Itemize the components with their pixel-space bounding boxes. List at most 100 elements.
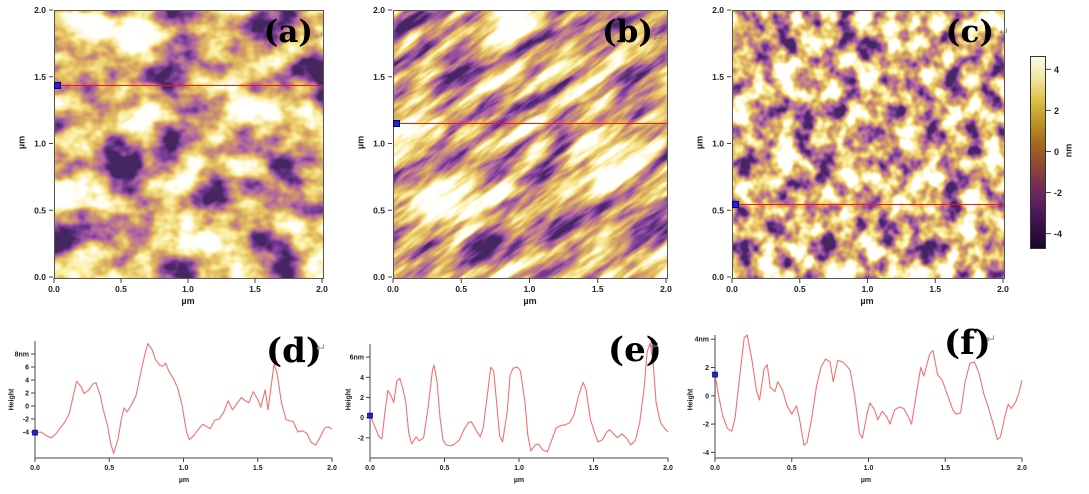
colorbar-tick-label: -4 [1054,229,1062,239]
chart-x-tick-label: 0.5 [440,465,450,472]
chart-x-tick-label: 0.5 [787,465,797,472]
panel-label-a: (a) [263,14,313,50]
curve-start-marker-e [367,412,373,419]
chart-x-tick-label: 2.0 [327,465,337,472]
chart-y-tick-label: 6nm [350,355,364,362]
chart-y-tick-label: 2 [705,365,709,372]
profile-scan-line-a[interactable] [54,82,323,90]
chart-y-tick-label: 0 [705,393,709,400]
paragraph-mark-d: ↵ [316,341,327,355]
panel-label-b: (b) [601,14,653,50]
panel-label-c: (c) [945,14,994,50]
y-axis-tick-label: 0.5 [373,205,385,215]
y-axis-tick-label: 2.0 [373,5,385,15]
chart-x-tick-label: 0.0 [710,465,720,472]
chart-x-tick-label: 1.0 [514,465,524,472]
height-colorbar [1030,56,1046,249]
y-axis-tick-label: 0.0 [712,272,724,282]
x-axis-tick-label: 0.5 [455,284,467,294]
profile-curve-e [369,342,669,453]
colorbar-tick-label: 4 [1054,65,1059,75]
x-axis-tick-label: 1.5 [249,284,261,294]
chart-x-tick-label: 0.5 [104,465,114,472]
profile-curve-d [34,343,333,454]
chart-y-tick-label: 4nm [695,337,709,344]
chart-x-tick-label: 1.5 [589,465,599,472]
profile-scan-line-b[interactable] [393,119,667,127]
x-axis-tick-label: 2.0 [660,284,672,294]
chart-x-axis-label-e: µm [513,477,525,484]
height-profile-chart-d: 8nm 6 4 2 0 -2 -4 0.0 0.5 1.0 1.5 2.0 [15,341,337,472]
y-axis-tick-label: 2.0 [34,5,46,15]
afm-image-c: (c) [732,10,1005,279]
chart-x-axis-label-f: µm [860,477,872,484]
chart-x-tick-label: 2.0 [663,465,673,472]
chart-y-tick-label: 2 [25,391,29,398]
chart-label-f: (f) [944,323,991,363]
y-axis-tick-label: 1.0 [373,139,385,149]
chart-x-tick-label: 1.5 [940,465,950,472]
scan-line-marker-c[interactable] [732,201,739,209]
colorbar-tick-label: 2 [1054,106,1059,116]
colorbar-tick-label: -2 [1054,188,1062,198]
x-axis-tick-label: 1.0 [182,284,194,294]
paragraph-mark-f: ↵ [986,332,997,346]
curve-start-marker-f [712,371,718,378]
x-axis-label-a: µm [181,296,195,306]
chart-x-axis-label-d: µm [178,477,190,484]
profile-scan-line-c[interactable] [732,201,1004,209]
chart-x-tick-label: 2.0 [1017,465,1027,472]
x-axis-label-c: µm [860,296,874,306]
x-axis-tick-label: 1.5 [929,284,941,294]
chart-y-tick-label: 4 [360,375,364,382]
y-axis-tick-label: 0.5 [34,205,46,215]
chart-y-tick-label: 6 [25,365,29,372]
chart-x-tick-label: 0.0 [365,465,375,472]
scan-line-marker-a[interactable] [54,82,61,90]
chart-y-tick-label: 0 [25,404,29,411]
y-axis-tick-label: 0.5 [712,205,724,215]
chart-y-tick-label: -2 [703,422,709,429]
chart-y-tick-label: 0 [360,415,364,422]
afm-topography-b [394,11,667,278]
x-axis-tick-label: 0.0 [726,284,738,294]
chart-x-tick-label: 1.5 [253,465,263,472]
y-axis-tick-label: 2.0 [712,5,724,15]
x-axis-label-b: µm [523,296,537,306]
x-axis-tick-label: 0.5 [115,284,127,294]
x-axis-tick-label: 1.5 [592,284,604,294]
chart-label-d: (d) [266,331,322,371]
paragraph-mark-a: ↵ [314,29,325,43]
scan-line-marker-b[interactable] [393,119,400,127]
chart-label-e: (e) [608,330,662,370]
chart-y-tick-label: -4 [703,450,709,457]
chart-y-tick-label: 4 [25,378,29,385]
x-axis-tick-label: 2.0 [316,284,328,294]
y-axis-tick-label: 1.5 [373,72,385,82]
chart-y-tick-label: -4 [23,430,29,437]
chart-y-tick-label: -2 [23,417,29,424]
paragraph-mark-c: ↵ [999,25,1010,39]
chart-x-tick-label: 1.0 [864,465,874,472]
x-axis-tick-label: 0.5 [794,284,806,294]
paragraph-mark-e: ↵ [650,339,661,353]
x-axis-tick-label: 0.0 [48,284,60,294]
x-axis-tick-label: 2.0 [997,284,1009,294]
x-axis-tick-label: 0.0 [387,284,399,294]
colorbar-tick-label: 0 [1054,147,1059,157]
afm-topography-c [733,11,1004,278]
paragraph-mark-b: ↵ [653,31,664,45]
afm-image-a: (a) [54,10,324,279]
profile-curve-f [714,334,1023,446]
height-profile-chart-f: 4nm 2 0 -2 -4 0.0 0.5 1.0 1.5 2.0 [695,334,1027,472]
y-axis-tick-label: 1.0 [34,139,46,149]
y-axis-tick-label: 1.0 [712,139,724,149]
x-axis-tick-label: 1.0 [862,284,874,294]
chart-y-tick-label: 2 [360,395,364,402]
chart-y-tick-label: -2 [358,435,364,442]
y-axis-tick-label: 0.0 [34,272,46,282]
afm-topography-a [55,11,323,278]
chart-x-tick-label: 0.0 [30,465,40,472]
